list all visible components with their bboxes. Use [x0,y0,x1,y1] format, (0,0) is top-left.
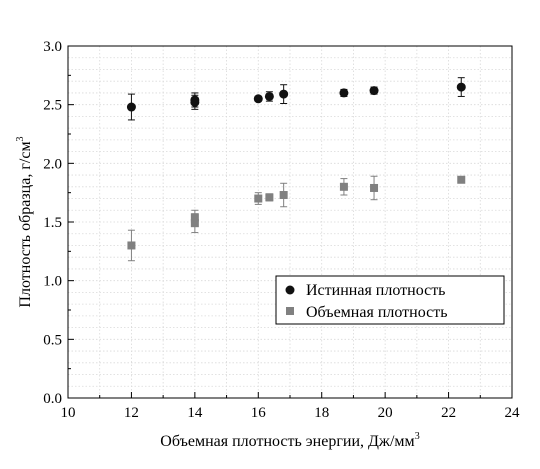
y-axis-title: Плотность образца, г/см3 [15,136,34,307]
legend: Истинная плотность Объемная плотность [275,275,505,325]
data-point [370,183,379,192]
y-tick-label: 3.0 [43,39,62,55]
data-point [339,182,348,191]
legend-label-true-density: Истинная плотность [306,282,445,299]
legend-marker-bulk-density [286,307,294,315]
axis-ticks: 10 12 14 16 18 20 22 24 0.0 0.5 1.0 1.5 2.0 2.5 3.0 [43,39,520,421]
grid [68,46,512,398]
x-tick-label: 18 [314,405,329,421]
data-point [369,86,379,96]
x-tick-label: 12 [124,405,139,421]
data-point [279,89,289,99]
x-tick-label: 10 [61,405,76,421]
y-tick-label: 2.5 [43,98,62,114]
legend-box [275,275,505,325]
legend-label-bulk-density: Объемная плотность [306,304,448,321]
data-points [126,77,466,262]
x-axis-title: Объемная плотность энергии, Дж/мм3 [160,431,419,450]
x-tick-label: 16 [251,405,267,421]
data-point [253,94,263,104]
y-tick-label: 0.5 [43,332,62,348]
series-bulk-density [127,175,466,262]
data-point [279,191,288,200]
x-tick-label: 24 [505,405,521,421]
data-point [339,88,349,98]
x-tick-label: 14 [187,405,203,421]
y-tick-label: 1.5 [43,215,62,231]
data-point [456,82,466,92]
y-tick-label: 1.0 [43,274,62,290]
data-point [190,213,199,222]
data-point [126,102,136,112]
data-point [264,91,274,101]
y-tick-label: 0.0 [43,391,62,407]
data-point [457,175,466,184]
x-tick-label: 22 [441,405,456,421]
y-tick-label: 2.0 [43,156,62,172]
series-true-density [126,77,466,121]
data-point [265,193,274,202]
data-point [190,95,200,105]
data-point [127,241,136,250]
x-tick-label: 20 [378,405,393,421]
legend-marker-true-density [285,285,295,295]
data-point [254,194,263,203]
